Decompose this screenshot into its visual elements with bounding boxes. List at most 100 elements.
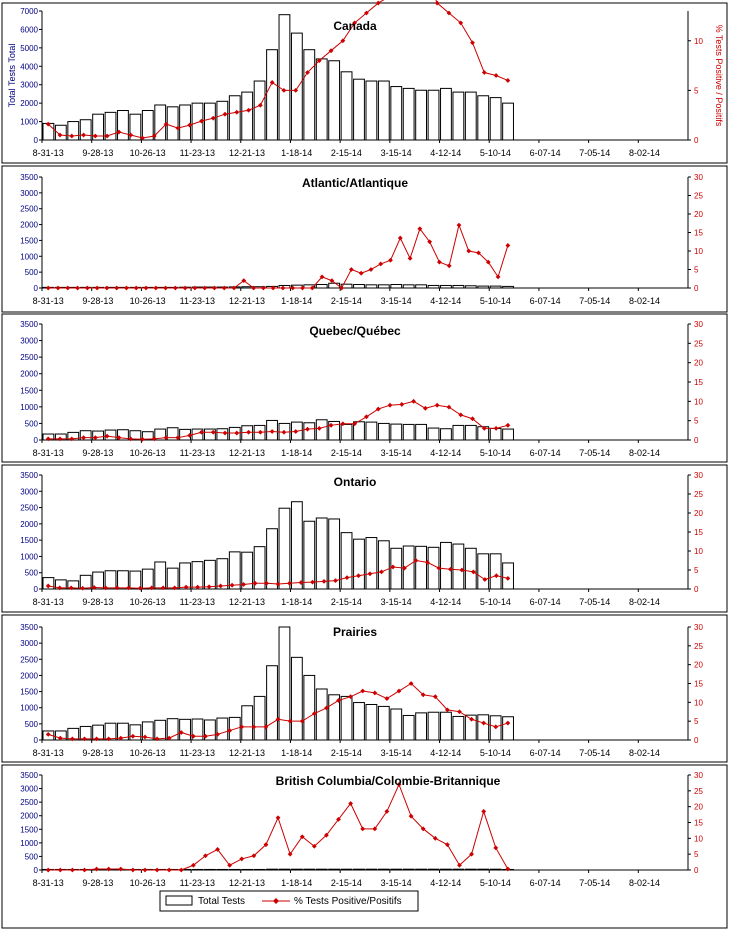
panel-5-point-38 bbox=[493, 724, 499, 730]
panel-2-y2tick-label-4: 20 bbox=[694, 210, 703, 219]
panel-1-xtick-label-8: 4-12-14 bbox=[430, 148, 461, 158]
panel-1-bar-27 bbox=[365, 80, 378, 141]
panel-4-ytick-label-6: 3000 bbox=[20, 487, 38, 496]
panel-4-ytick-label-3: 1500 bbox=[20, 536, 38, 545]
panel-2-point-5 bbox=[84, 285, 90, 291]
panel-2-xtick-label-11: 7-05-14 bbox=[579, 296, 610, 306]
panel-5-point-18 bbox=[251, 724, 257, 730]
panel-3-xtick-label-8: 4-12-14 bbox=[430, 448, 461, 458]
panel-3-xtick-label-4: 12-21-13 bbox=[229, 448, 265, 458]
panel-1-point-26 bbox=[340, 38, 346, 44]
panel-6-point-13 bbox=[190, 862, 196, 868]
panel-1-bar-3 bbox=[67, 121, 80, 141]
panel-5-point-6 bbox=[106, 736, 112, 742]
panel-2-point-8 bbox=[114, 285, 120, 291]
panel-4-point-14 bbox=[195, 584, 200, 590]
panel-4-bar-37 bbox=[489, 553, 502, 590]
panel-1-bar-10 bbox=[154, 104, 167, 141]
panel-4-point-18 bbox=[241, 582, 246, 587]
panel-2-point-4 bbox=[75, 285, 80, 291]
panel-1-xtick-label-11: 7-05-14 bbox=[579, 148, 610, 158]
panel-3-xtick-label-1: 9-28-13 bbox=[82, 448, 113, 458]
panel-5-bar-28 bbox=[377, 705, 390, 741]
panel-4-point-9 bbox=[137, 585, 143, 591]
panel-6-point-35 bbox=[457, 862, 462, 868]
panel-1-point-11 bbox=[163, 121, 169, 127]
panel-6-ytick-label-6: 3000 bbox=[20, 785, 38, 794]
panel-1-point-4 bbox=[81, 132, 86, 138]
panel-1-xtick-label-7: 3-15-14 bbox=[381, 148, 412, 158]
panel-5-bar-25 bbox=[340, 695, 353, 741]
panel-4-point-23 bbox=[298, 580, 304, 585]
panel-5-bar-17 bbox=[241, 705, 254, 741]
panel-4-bar-11 bbox=[166, 567, 179, 590]
panel-3-point-12 bbox=[175, 435, 181, 441]
panel-5-bar-30 bbox=[402, 714, 415, 741]
panel-1-xtick-label-2: 10-26-13 bbox=[130, 148, 166, 158]
panel-5-point-5 bbox=[94, 736, 99, 742]
panel-5-point-15 bbox=[215, 731, 220, 737]
panel-2-point-19 bbox=[221, 285, 227, 291]
panel-1-ytick-label-6: 6000 bbox=[20, 25, 38, 34]
panel-2-y2tick-label-3: 15 bbox=[694, 229, 703, 238]
panel-4-point-13 bbox=[183, 584, 189, 590]
panel-2-point-9 bbox=[124, 285, 129, 291]
panel-5-point-39 bbox=[505, 720, 511, 726]
panel-6-title: British Columbia/Colombie-Britannique bbox=[276, 774, 501, 788]
panel-3-point-38 bbox=[481, 426, 487, 431]
panel-3-point-26 bbox=[340, 421, 346, 427]
panel-4-ytick-label-1: 500 bbox=[25, 569, 39, 578]
panel-1-point-10 bbox=[151, 133, 157, 139]
panel-6-point-9 bbox=[142, 867, 148, 873]
panel-5-point-20 bbox=[275, 716, 281, 722]
panel-4-point-34 bbox=[425, 560, 430, 565]
panel-4-xtick-label-10: 6-07-14 bbox=[530, 597, 561, 607]
panel-4-bar-19 bbox=[266, 528, 278, 590]
panel-6-ytick-label-0: 0 bbox=[34, 866, 39, 875]
panel-4-point-15 bbox=[206, 584, 212, 590]
panel-5-point-14 bbox=[203, 733, 208, 739]
panel-1-bar-12 bbox=[179, 104, 191, 141]
panel-3-positive-line bbox=[48, 400, 508, 440]
panel-2-point-37 bbox=[397, 235, 403, 241]
panel-4-bar-23 bbox=[315, 517, 328, 590]
panel-6-ytick-label-3: 1500 bbox=[20, 825, 38, 834]
panel-5-bar-31 bbox=[415, 712, 428, 741]
panel-4-point-40 bbox=[493, 573, 499, 579]
panel-3-y2tick-label-3: 15 bbox=[694, 378, 703, 387]
panel-4-point-31 bbox=[390, 564, 396, 570]
panel-4-bar-38 bbox=[502, 562, 514, 590]
panel-5-point-9 bbox=[142, 734, 148, 740]
panel-3-xtick-label-10: 6-07-14 bbox=[530, 448, 561, 458]
panel-1-ytick-label-7: 7000 bbox=[20, 7, 38, 16]
panel-3-bar-30 bbox=[402, 423, 415, 441]
panel-6-point-8 bbox=[130, 867, 136, 873]
panel-5-point-19 bbox=[263, 724, 269, 730]
panel-4-title: Ontario bbox=[334, 475, 377, 489]
panel-4-point-26 bbox=[333, 578, 338, 584]
panel-4-point-25 bbox=[321, 579, 327, 584]
panel-2-xtick-label-4: 12-21-13 bbox=[229, 296, 265, 306]
panel-1-bar-30 bbox=[402, 87, 415, 141]
panel-3-bar-25 bbox=[340, 423, 353, 441]
panel-5-bar-19 bbox=[266, 665, 278, 741]
panel-5-point-32 bbox=[420, 692, 426, 698]
panel-5-point-17 bbox=[239, 724, 245, 730]
panel-2-point-40 bbox=[427, 239, 433, 245]
panel-4-point-21 bbox=[275, 581, 281, 587]
panel-4-bar-34 bbox=[452, 543, 465, 590]
panel-2-y2tick-label-0: 0 bbox=[694, 284, 699, 293]
panel-4-point-24 bbox=[310, 579, 315, 585]
panel-4-xtick-label-0: 8-31-13 bbox=[33, 597, 64, 607]
panel-3-point-1 bbox=[45, 436, 51, 442]
panel-4-bar-21 bbox=[290, 501, 303, 590]
panel-1-bar-32 bbox=[427, 89, 440, 141]
panel-4-ytick-label-0: 0 bbox=[34, 585, 39, 594]
panel-6-point-18 bbox=[251, 853, 257, 859]
panel-3-ytick-label-4: 2000 bbox=[20, 370, 38, 379]
panel-4-point-41 bbox=[505, 575, 511, 581]
panel-4-bar-26 bbox=[353, 538, 365, 590]
panel-4-xtick-label-3: 11-23-13 bbox=[180, 597, 215, 607]
panel-4-xtick-label-1: 9-28-13 bbox=[82, 597, 113, 607]
